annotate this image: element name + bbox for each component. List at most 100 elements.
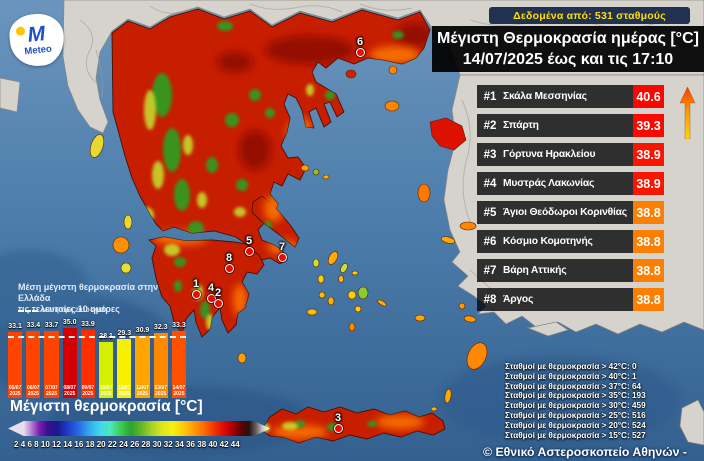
chart-title-line1: Μέση μέγιστη θερμοκρασία στην Ελλάδα: [18, 282, 159, 303]
ranking-temperature: 38.9: [633, 143, 664, 166]
ranking-rank: #5: [483, 206, 497, 219]
scale-tick: 4: [20, 440, 26, 449]
station-marker-label: 5: [245, 235, 253, 247]
ranking-rank: #7: [483, 264, 497, 277]
data-source-bar: Δεδομένα από: 531 σταθμούς: [489, 7, 690, 24]
ranking-temperature: 38.9: [633, 172, 664, 195]
ranking-station-name: Άργος: [503, 294, 534, 305]
station-marker-label: 3: [334, 412, 342, 424]
chart-title-line2: τις τελευταίες 10 ημέρες: [18, 304, 120, 314]
chart-bar: 33.7 07/07 2025: [44, 322, 59, 398]
ranking-temperature: 38.8: [633, 201, 664, 224]
chart-bar-value: 33.1: [8, 322, 22, 330]
scale-tick: 12: [52, 440, 61, 449]
ranking-temperature: 38.8: [633, 259, 664, 282]
stats-line: Σταθμοί με θερμοκρασία > 40°C: 1: [505, 371, 637, 381]
station-marker-label: 2: [214, 287, 222, 299]
station-marker-label: 6: [356, 36, 364, 48]
station-count-stats: Σταθμοί με θερμοκρασία > 42°C: 0 Σταθμοί …: [505, 362, 685, 440]
chart-bar: 33.4 06/07 2025: [26, 322, 41, 398]
station-marker-dot-icon: [244, 246, 254, 256]
chart-bar-value: 33.4: [26, 322, 41, 330]
scale-tick: 8: [34, 440, 39, 449]
title-box: Μέγιστη Θερμοκρασία ημέρας [°C] 14/07/20…: [432, 26, 704, 72]
chart-bar-date: 14/07 2025: [172, 385, 186, 397]
scale-tick: 26: [130, 440, 140, 449]
logo-letter: M: [26, 21, 47, 47]
chart-bar: 35.0 08/07 2025: [62, 319, 77, 398]
daily-max-bar-chart: 33.1 05/07 2025 33.4 06/07 2025 33.7 07/07 2025 3…: [8, 319, 187, 398]
scale-tick: 28: [141, 440, 151, 449]
chart-bar-date: 05/07 2025: [8, 385, 22, 397]
color-scale-title: Μέγιστη θερμοκρασία [°C]: [10, 398, 203, 415]
ranking-row: #4 Μυστράς Λακωνίας 38.9: [477, 172, 664, 195]
ranking-rank: #2: [483, 119, 497, 132]
station-marker-label: 4: [207, 282, 215, 294]
greece-land: [111, 8, 446, 444]
rising-trend-arrow-icon: [679, 87, 696, 139]
scale-tick: 6: [27, 440, 32, 449]
ranking-rank: #8: [483, 293, 497, 306]
station-marker-dot-icon: [355, 47, 365, 57]
stats-line: Σταθμοί με θερμοκρασία > 37°C: 64: [505, 381, 642, 391]
temperature-ranking-table: #1 Σκάλα Μεσσηνίας 40.6 #2 Σπάρτη 39.3 #3 Γόρτυ…: [477, 85, 664, 317]
scale-tick: 22: [107, 440, 117, 449]
chart-bar-date: 11/07 2025: [118, 385, 131, 397]
ranking-row: #8 Άργος 38.8: [477, 288, 664, 311]
chart-bar-date: 10/07 2025: [99, 385, 113, 397]
ranking-row: #6 Κόσμιο Κομοτηνής 38.8: [477, 230, 664, 253]
chart-legend-label: Μέση τιμή 2010-2019: [42, 307, 107, 314]
color-scale-ticks: 2 4 6 8 10 12 14 16 18 20 22 24 26 28 30 32 34 36 38 40 42 44: [14, 440, 240, 449]
chart-bar-value: 30.9: [135, 327, 150, 335]
logo-sun-dot-icon: [15, 25, 26, 36]
scale-tick: 2: [14, 440, 19, 449]
station-marker-label: 7: [278, 241, 286, 253]
stats-line: Σταθμοί με θερμοκρασία > 42°C: 0: [505, 362, 637, 371]
scale-tick: 36: [186, 440, 196, 449]
scale-tick: 18: [85, 440, 95, 449]
stats-line: Σταθμοί με θερμοκρασία > 30°C: 459: [505, 401, 646, 411]
title-line1: Μέγιστη Θερμοκρασία ημέρας [°C]: [437, 30, 699, 47]
station-marker-dot-icon: [213, 298, 223, 308]
ranking-temperature: 38.8: [633, 288, 664, 311]
ranking-row: #3 Γόρτυνα Ηρακλείου 38.9: [477, 143, 664, 166]
station-marker-dot-icon: [333, 423, 343, 433]
chart-bar: 32.3 13/07 2025: [153, 324, 168, 398]
stats-line: Σταθμοί με θερμοκρασία > 20°C: 524: [505, 420, 646, 430]
ranking-temperature: 39.3: [633, 114, 664, 137]
scale-tick: 24: [119, 440, 128, 449]
ranking-station-name: Σπάρτη: [503, 120, 539, 131]
scale-tick: 34: [174, 440, 184, 449]
chart-bar-date: 13/07 2025: [154, 385, 167, 397]
ranking-station-name: Γόρτυνα Ηρακλείου: [503, 149, 596, 160]
chart-bar-date: 06/07 2025: [27, 385, 40, 397]
scale-tick: 32: [163, 440, 173, 449]
ranking-row: #1 Σκάλα Μεσσηνίας 40.6: [477, 85, 664, 108]
stats-line: Σταθμοί με θερμοκρασία > 35°C: 193: [505, 391, 646, 401]
data-source-text: Δεδομένα από: 531 σταθμούς: [513, 9, 666, 22]
scale-tick: 14: [63, 440, 73, 449]
ranking-temperature: 38.8: [633, 230, 664, 253]
copyright-footer: © Εθνικό Αστεροσκοπείο Αθηνών - meteo.gr: [482, 445, 688, 461]
ranking-row: #5 Άγιοι Θεόδωροι Κορινθίας 38.8: [477, 201, 664, 224]
ranking-station-name: Βάρη Αττικής: [503, 265, 567, 276]
ranking-rank: #3: [483, 148, 497, 161]
scale-tick: 42: [219, 440, 229, 449]
chart-bar-date: 09/07 2025: [81, 385, 95, 397]
stats-line: Σταθμοί με θερμοκρασία > 15°C: 527: [505, 430, 646, 440]
station-marker-dot-icon: [224, 263, 234, 273]
scale-tick: 40: [208, 440, 218, 449]
chart-bar: 30.9 12/07 2025: [135, 327, 150, 398]
chart-bar: 29.3 11/07 2025: [117, 330, 132, 398]
station-marker-dot-icon: [277, 252, 287, 262]
chart-bar-value: 32.3: [153, 324, 168, 332]
chart-bar-date: 08/07 2025: [63, 385, 76, 397]
chart-bar: 28.1 10/07 2025: [99, 333, 114, 398]
scale-tick: 20: [96, 440, 106, 449]
ranking-station-name: Κόσμιο Κομοτηνής: [503, 236, 593, 247]
ranking-row: #2 Σπάρτη 39.3: [477, 114, 664, 137]
temperature-color-scale: [8, 421, 270, 436]
scale-tick: 44: [230, 440, 240, 449]
chart-bar-date: 07/07 2025: [45, 385, 58, 397]
